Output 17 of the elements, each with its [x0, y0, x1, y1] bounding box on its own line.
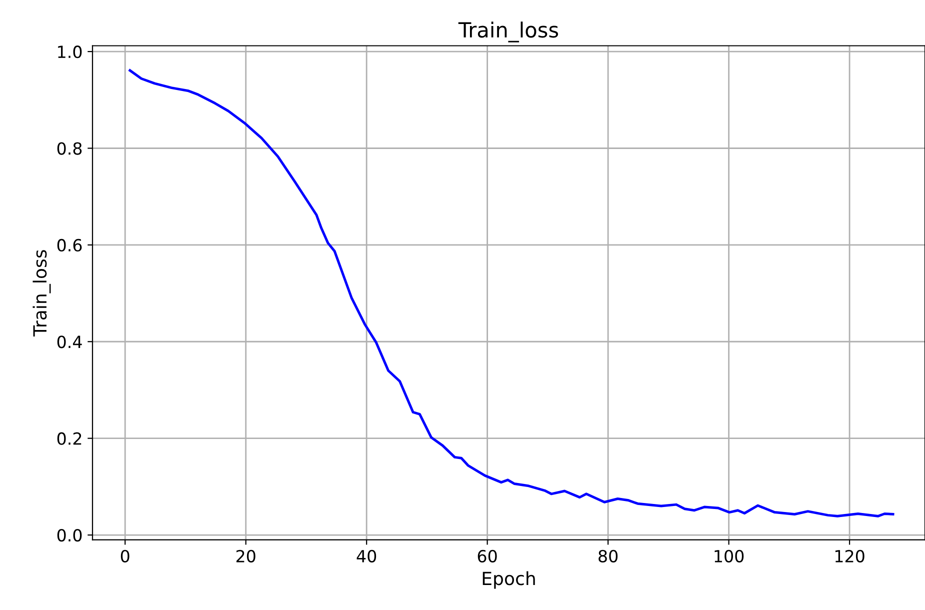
x-tick-label: 100: [714, 550, 744, 562]
y-tick-label: 0.0: [57, 528, 82, 542]
x-tick-label: 40: [356, 550, 376, 562]
y-tick-label: 0.2: [57, 432, 82, 445]
line-series: [128, 69, 894, 518]
x-tick-label: 60: [478, 550, 497, 562]
x-tick-label: 120: [835, 550, 864, 562]
x-tick-label: 0: [120, 550, 130, 562]
y-tick-label: 1.0: [58, 46, 82, 58]
x-tick-label: 80: [598, 550, 618, 562]
x-tick-label: 20: [236, 550, 256, 562]
y-tick-label: 0.8: [57, 142, 82, 155]
y-axis-title: Train_loss: [32, 250, 51, 336]
y-tick-label: 0.4: [57, 336, 82, 348]
x-axis-title: Epoch: [482, 571, 535, 589]
y-tick-label: 0.6: [57, 238, 82, 252]
chart-title: Train_loss: [458, 22, 558, 42]
